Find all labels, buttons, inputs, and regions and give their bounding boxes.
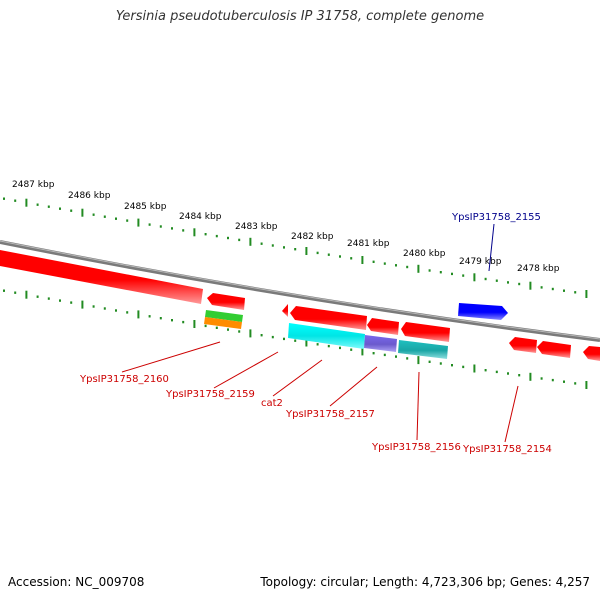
gene-feature-2154b[interactable]: [583, 346, 600, 361]
gene-label-2157[interactable]: YpsIP31758_2157: [285, 409, 375, 420]
gene-label-2156[interactable]: YpsIP31758_2156: [371, 442, 461, 453]
inner-scale-track: [3, 289, 588, 389]
gene-feature-small[interactable]: [282, 304, 288, 317]
cds-feature-cyan[interactable]: [288, 323, 365, 349]
scale-label-2478: 2478 kbp: [517, 264, 560, 274]
accession-text: Accession: NC_009708: [8, 575, 145, 589]
gene-label-2155[interactable]: YpsIP31758_2155: [451, 212, 541, 223]
gene-feature-2156[interactable]: [509, 337, 537, 353]
gene-label-cat2[interactable]: cat2: [261, 398, 283, 409]
scale-label-2483: 2483 kbp: [235, 222, 278, 232]
outer-scale-track: [3, 197, 588, 298]
gene-label-2160[interactable]: YpsIP31758_2160: [79, 374, 169, 385]
scale-label-2480: 2480 kbp: [403, 249, 446, 259]
gene-label-2159[interactable]: YpsIP31758_2159: [165, 389, 255, 400]
rna-feature-green[interactable]: [205, 310, 243, 322]
gene-feature-2157[interactable]: [401, 322, 450, 342]
genome-summary-text: Topology: circular; Length: 4,723,306 bp…: [260, 575, 590, 589]
scale-label-2482: 2482 kbp: [291, 232, 334, 242]
scale-label-2484: 2484 kbp: [179, 212, 222, 222]
scale-label-2486: 2486 kbp: [68, 191, 111, 201]
gene-feature-cat2[interactable]: [367, 318, 399, 335]
label-leaders: [121, 223, 519, 443]
scale-label-2479: 2479 kbp: [459, 257, 502, 267]
gene-feature-2154a[interactable]: [537, 341, 571, 358]
scale-label-2487: 2487 kbp: [12, 180, 55, 190]
gene-label-2154[interactable]: YpsIP31758_2154: [462, 444, 552, 455]
scale-labels: 2487 kbp 2486 kbp 2485 kbp 2484 kbp 2483…: [12, 180, 560, 274]
scale-label-2485: 2485 kbp: [124, 202, 167, 212]
cds-feature-purple[interactable]: [364, 335, 397, 352]
gene-feature-2159[interactable]: [290, 306, 367, 330]
gene-feature-2160[interactable]: [207, 293, 245, 310]
scale-label-2481: 2481 kbp: [347, 239, 390, 249]
gene-feature-2155[interactable]: [458, 303, 508, 320]
genome-backbone: [0, 240, 600, 342]
gene-feature-large[interactable]: [0, 250, 203, 304]
map-title: Yersinia pseudotuberculosis IP 31758, co…: [115, 9, 485, 24]
cds-feature-teal[interactable]: [398, 340, 448, 359]
rna-feature-orange[interactable]: [204, 317, 242, 329]
